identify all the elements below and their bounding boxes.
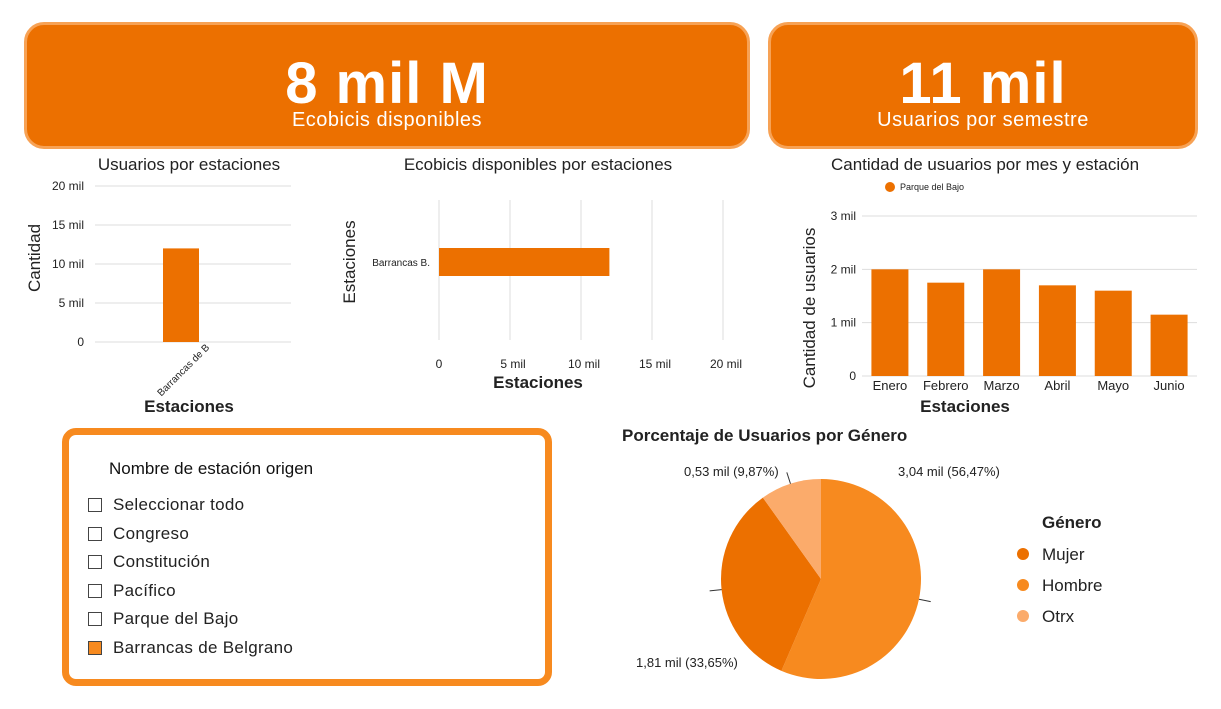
bar (927, 282, 965, 376)
bar (439, 248, 610, 276)
x-tick-label: Enero (873, 378, 908, 393)
y-tick-label: 0 (77, 335, 84, 349)
filter-option-label: Barrancas de Belgrano (113, 638, 294, 657)
y-tick-label: 3 mil (831, 209, 856, 223)
pie-slice (721, 497, 821, 671)
filter-checkbox[interactable] (88, 527, 102, 541)
y-tick-label: 15 mil (52, 218, 84, 232)
x-tick-label: 10 mil (568, 357, 600, 371)
kpi-value: 8 mil M (285, 51, 489, 116)
x-axis-label: Estaciones (920, 397, 1010, 416)
y-tick-label: 0 (849, 369, 856, 383)
kpi-value: 11 mil (899, 51, 1067, 116)
y-axis-label: Estaciones (340, 220, 359, 303)
filter-option[interactable]: Barrancas de Belgrano (88, 637, 293, 659)
leader-line (918, 598, 931, 603)
filter-option[interactable]: Parque del Bajo (88, 608, 238, 630)
x-tick-label: Barrancas de B (156, 342, 213, 399)
kpi-label: Usuarios por semestre (877, 109, 1089, 131)
data-label: 1,81 mil (33,65%) (636, 655, 738, 670)
x-tick-label: Febrero (923, 378, 969, 393)
filter-option-label: Constitución (113, 552, 211, 571)
y-tick-label: 2 mil (831, 262, 856, 276)
y-axis-label: Cantidad de usuarios (800, 228, 819, 389)
kpi-card-usuarios: 11 mil Usuarios por semestre (768, 22, 1198, 149)
x-tick-label: Abril (1044, 378, 1070, 393)
x-tick-label: 5 mil (500, 357, 525, 371)
x-axis-label: Estaciones (493, 373, 583, 392)
y-tick-label: Barrancas B. (372, 258, 430, 269)
x-tick-label: Junio (1154, 378, 1185, 393)
bar (1038, 285, 1076, 376)
legend-marker (1017, 610, 1029, 622)
chart-title: Usuarios por estaciones (98, 155, 280, 174)
bar (871, 269, 909, 376)
bar (1094, 290, 1132, 376)
x-tick-label: 15 mil (639, 357, 671, 371)
bar (163, 248, 199, 342)
filter-option-label: Parque del Bajo (113, 609, 239, 628)
x-axis-label: Estaciones (144, 397, 234, 416)
kpi-card-ecobicis: 8 mil M Ecobicis disponibles (24, 22, 750, 149)
filter-option[interactable]: Constitución (88, 551, 210, 573)
x-tick-label: 0 (436, 357, 443, 371)
y-tick-label: 5 mil (59, 296, 84, 310)
chart-title: Ecobicis disponibles por estaciones (404, 155, 672, 174)
legend-title: Género (1042, 513, 1102, 532)
filter-title: Nombre de estación origen (109, 459, 314, 478)
x-tick-label: Marzo (984, 378, 1020, 393)
filter-checkbox[interactable] (88, 641, 102, 655)
filter-checkbox[interactable] (88, 555, 102, 569)
legend-label: Parque del Bajo (900, 182, 964, 192)
bar (1150, 314, 1188, 376)
filter-option[interactable]: Pacífico (88, 580, 176, 602)
chart-title: Porcentaje de Usuarios por Género (622, 426, 907, 445)
pie-slice (762, 479, 821, 579)
legend-label: Hombre (1042, 576, 1102, 595)
filter-checkbox[interactable] (88, 498, 102, 512)
filter-option[interactable]: Congreso (88, 523, 189, 545)
x-tick-label: Mayo (1097, 378, 1129, 393)
x-tick-label: 20 mil (710, 357, 742, 371)
pie-slice (781, 479, 921, 679)
leader-line (786, 472, 791, 484)
y-tick-label: 1 mil (831, 316, 856, 330)
legend-label: Otrx (1042, 607, 1075, 626)
filter-option[interactable]: Seleccionar todo (88, 494, 244, 516)
filter-option-label: Pacífico (113, 581, 176, 600)
filter-checkbox[interactable] (88, 612, 102, 626)
legend-marker (1017, 579, 1029, 591)
kpi-label: Ecobicis disponibles (291, 109, 483, 131)
legend-label: Mujer (1042, 545, 1085, 564)
filter-checkbox[interactable] (88, 584, 102, 598)
y-tick-label: 10 mil (52, 257, 84, 271)
filter-option-label: Seleccionar todo (113, 495, 245, 514)
legend-marker (1017, 548, 1029, 560)
station-filter-panel: Nombre de estación origen Seleccionar to… (62, 428, 552, 686)
bar (983, 269, 1021, 376)
legend-marker (885, 182, 895, 192)
data-label: 0,53 mil (9,87%) (684, 464, 779, 479)
y-axis-label: Cantidad (25, 224, 44, 292)
chart-title: Cantidad de usuarios por mes y estación (831, 155, 1139, 174)
y-tick-label: 20 mil (52, 179, 84, 193)
data-label: 3,04 mil (56,47%) (898, 464, 1000, 479)
leader-line (709, 589, 722, 592)
filter-option-label: Congreso (113, 524, 190, 543)
